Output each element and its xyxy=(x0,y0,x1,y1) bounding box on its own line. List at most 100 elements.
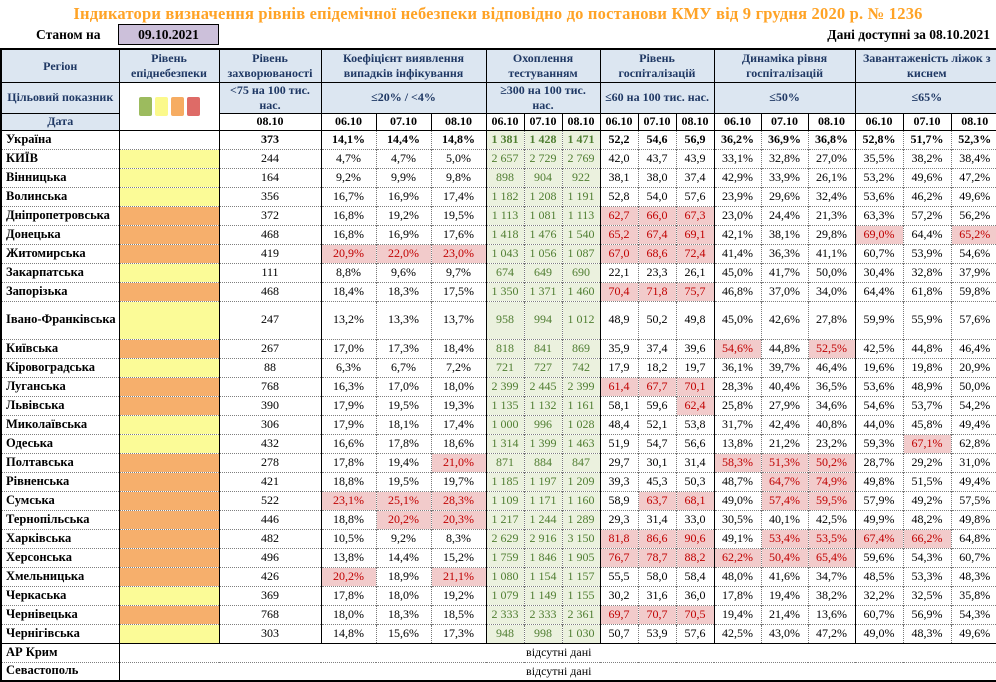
table-row: Львівська 390 17,9% 19,5% 19,3% 1 135 1 132 1 1… xyxy=(1,395,996,415)
epidemic-level-cell xyxy=(118,300,219,339)
cell-test: 2 629 xyxy=(485,528,525,548)
cell-hosp: 51,9 xyxy=(599,433,639,453)
cell-coef: 18,8% xyxy=(320,509,376,529)
cell-hosp: 43,7 xyxy=(637,148,677,168)
cell-test: 1 113 xyxy=(561,205,601,225)
col-header-incidence: Рівень захворюваності xyxy=(218,49,321,83)
cell-beds: 28,7% xyxy=(854,452,904,472)
table-row: Україна 373 14,1% 14,4% 14,8% 1 381 1 428 1 471… xyxy=(1,130,996,149)
region-label: Івано-Франківська xyxy=(1,300,119,339)
cell-coef: 17,8% xyxy=(320,452,376,472)
cell-dyn: 46,4% xyxy=(807,357,856,377)
cell-dyn: 49,0% xyxy=(713,490,762,510)
col-header-region: Регіон xyxy=(1,49,119,83)
cell-beds: 44,0% xyxy=(854,414,904,434)
date-cell: 08.10 xyxy=(218,113,321,131)
cell-coef: 4,7% xyxy=(320,148,376,168)
data-available-label: Дані доступні за xyxy=(827,27,926,42)
legend-square-red xyxy=(186,96,200,116)
cell-beds: 49,8% xyxy=(854,471,904,491)
cell-test: 1 155 xyxy=(561,585,601,605)
cell-beds: 48,9% xyxy=(902,376,952,396)
date-cell: 08.10 xyxy=(430,113,487,131)
cell-coef: 18,0% xyxy=(320,604,376,624)
epidemic-level-cell xyxy=(118,452,219,472)
cell-incidence: 522 xyxy=(218,490,321,510)
cell-test: 996 xyxy=(523,414,563,434)
date-cell: 07.10 xyxy=(760,113,809,131)
cell-beds: 32,5% xyxy=(902,585,952,605)
cell-hosp: 54,7 xyxy=(637,433,677,453)
cell-hosp: 18,2 xyxy=(637,357,677,377)
date-cell: 08.10 xyxy=(561,113,601,131)
cell-coef: 17,6% xyxy=(430,224,487,244)
cell-beds: 59,6% xyxy=(854,547,904,567)
cell-hosp: 57,6 xyxy=(675,186,715,206)
cell-beds: 19,8% xyxy=(902,357,952,377)
cell-coef: 18,3% xyxy=(375,281,431,301)
date-label-cell: Дата xyxy=(1,113,119,131)
cell-dyn: 39,7% xyxy=(760,357,809,377)
cell-beds: 49,6% xyxy=(902,167,952,187)
cell-beds: 47,2% xyxy=(950,167,996,187)
cell-test: 1 381 xyxy=(485,130,525,149)
cell-incidence: 244 xyxy=(218,148,321,168)
cell-coef: 13,7% xyxy=(430,300,487,339)
epidemic-level-cell xyxy=(118,528,219,548)
cell-beds: 46,2% xyxy=(902,186,952,206)
sub-header: Станом на 09.10.2021 Дані доступні за 08… xyxy=(0,24,996,46)
cell-test: 2 399 xyxy=(561,376,601,396)
cell-test: 721 xyxy=(485,357,525,377)
cell-beds: 53,6% xyxy=(854,376,904,396)
cell-hosp: 29,3 xyxy=(599,509,639,529)
cell-hosp: 56,6 xyxy=(675,433,715,453)
date-cell: 08.10 xyxy=(807,113,856,131)
cell-coef: 17,5% xyxy=(430,281,487,301)
date-cell: 07.10 xyxy=(637,113,677,131)
region-label: Житомирська xyxy=(1,243,119,263)
cell-incidence: 111 xyxy=(218,262,321,282)
cell-dyn: 23,9% xyxy=(713,186,762,206)
epidemic-level-cell xyxy=(118,471,219,491)
cell-beds: 54,6% xyxy=(854,395,904,415)
date-cell: 06.10 xyxy=(713,113,762,131)
cell-hosp: 59,6 xyxy=(637,395,677,415)
cell-test: 1 030 xyxy=(561,623,601,643)
cell-dyn: 34,7% xyxy=(807,566,856,586)
cell-coef: 19,4% xyxy=(375,452,431,472)
cell-dyn: 27,9% xyxy=(760,395,809,415)
cell-beds: 49,6% xyxy=(950,186,996,206)
region-label: Донецька xyxy=(1,224,119,244)
cell-dyn: 34,6% xyxy=(807,395,856,415)
cell-coef: 21,0% xyxy=(430,452,487,472)
cell-test: 2 399 xyxy=(485,376,525,396)
cell-dyn: 40,8% xyxy=(807,414,856,434)
cell-incidence: 369 xyxy=(218,585,321,605)
epidemic-level-cell xyxy=(118,376,219,396)
date-cell: 08.10 xyxy=(950,113,996,131)
cell-coef: 9,9% xyxy=(375,167,431,187)
cell-incidence: 468 xyxy=(218,224,321,244)
cell-beds: 67,4% xyxy=(854,528,904,548)
cell-coef: 19,3% xyxy=(430,395,487,415)
cell-beds: 53,7% xyxy=(902,395,952,415)
cell-test: 1 471 xyxy=(561,130,601,149)
date-cell: 08.10 xyxy=(675,113,715,131)
cell-test: 958 xyxy=(485,300,525,339)
cell-beds: 57,6% xyxy=(950,300,996,339)
cell-coef: 18,3% xyxy=(375,604,431,624)
cell-beds: 48,5% xyxy=(854,566,904,586)
cell-test: 1 197 xyxy=(523,471,563,491)
cell-coef: 16,8% xyxy=(320,224,376,244)
cell-hosp: 48,4 xyxy=(599,414,639,434)
table-row: Хмельницька 426 20,2% 18,9% 21,1% 1 080 1 154 1… xyxy=(1,566,996,586)
header-row-groups: Регіон Рівень епіднебезпеки Рівень захво… xyxy=(1,49,996,83)
cell-beds: 66,2% xyxy=(902,528,952,548)
cell-beds: 49,2% xyxy=(902,490,952,510)
cell-test: 1 182 xyxy=(485,186,525,206)
cell-beds: 56,2% xyxy=(950,205,996,225)
cell-hosp: 70,7 xyxy=(637,604,677,624)
cell-test: 1 087 xyxy=(561,243,601,263)
cell-hosp: 50,2 xyxy=(637,300,677,339)
cell-hosp: 31,6 xyxy=(637,585,677,605)
